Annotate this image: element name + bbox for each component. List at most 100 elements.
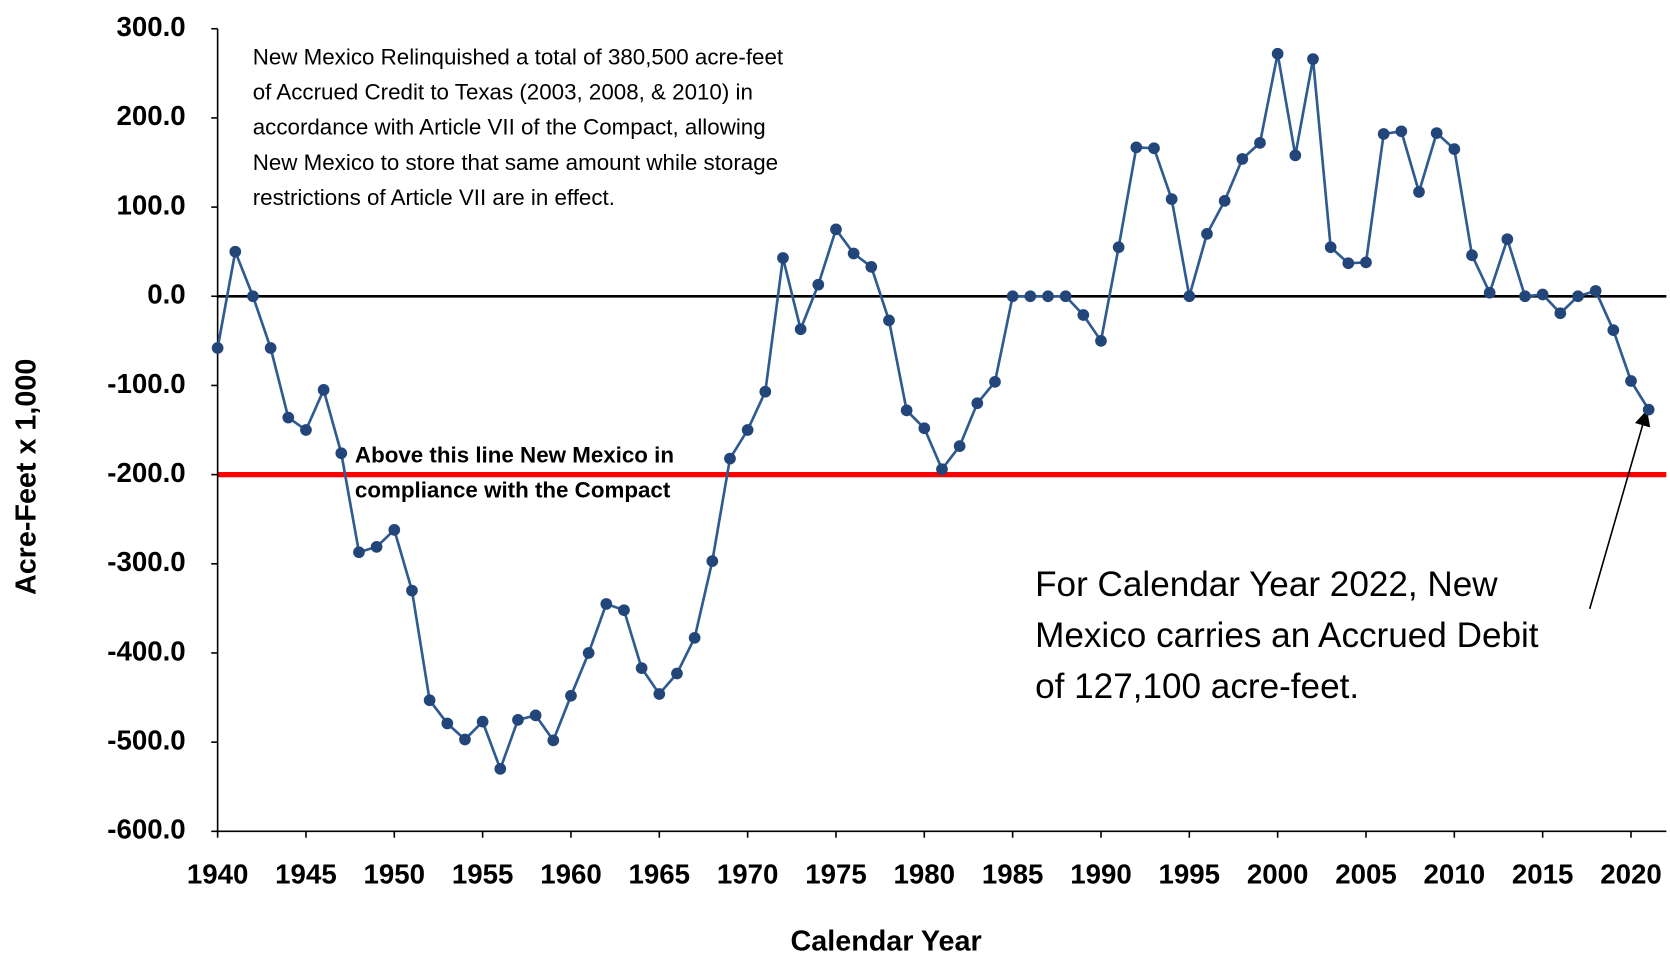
x-tick-label: 1985 — [982, 858, 1044, 889]
data-point — [812, 278, 825, 291]
data-point — [1448, 143, 1461, 155]
x-tick-label: 1950 — [364, 858, 426, 889]
x-tick-label: 2000 — [1247, 858, 1309, 889]
x-tick-label: 1955 — [452, 858, 514, 889]
data-point — [1501, 233, 1514, 246]
annotation: restrictions of Article VII are in effec… — [253, 185, 615, 210]
data-point — [741, 424, 754, 436]
data-point — [247, 290, 259, 303]
y-tick-label: -400.0 — [107, 635, 185, 666]
data-point — [1271, 47, 1284, 60]
data-point — [989, 376, 1001, 388]
data-point — [1360, 256, 1372, 269]
data-point — [883, 314, 895, 327]
x-tick-label: 1975 — [805, 858, 867, 889]
x-tick-label: 1960 — [540, 858, 602, 889]
data-point — [512, 714, 524, 726]
data-point — [706, 555, 719, 567]
data-point — [300, 424, 312, 436]
data-point — [1006, 290, 1019, 303]
data-point — [1218, 194, 1231, 207]
data-point — [1395, 125, 1408, 138]
data-point — [529, 709, 542, 722]
data-point — [1536, 288, 1549, 301]
data-point — [494, 763, 507, 775]
data-point — [282, 411, 295, 424]
data-point — [671, 667, 683, 680]
data-point — [635, 662, 648, 674]
data-point — [335, 447, 348, 460]
data-point — [1112, 241, 1125, 254]
x-tick-label: 2015 — [1512, 858, 1574, 889]
data-point — [1466, 249, 1478, 262]
data-point — [936, 463, 948, 476]
data-point — [953, 440, 966, 452]
data-point — [1059, 290, 1072, 303]
data-point — [565, 689, 577, 702]
annotation: New Mexico to store that same amount whi… — [253, 150, 778, 175]
annotation: New Mexico Relinquished a total of 380,5… — [253, 44, 784, 69]
data-point — [971, 397, 984, 410]
data-point — [724, 452, 736, 465]
data-point — [476, 715, 489, 728]
data-point — [547, 734, 560, 747]
data-point — [1413, 186, 1425, 198]
data-point — [830, 223, 842, 236]
data-point — [1324, 241, 1337, 254]
data-point — [688, 631, 701, 644]
y-axis-title: Acre-Feet x 1,000 — [11, 359, 43, 595]
data-point — [317, 384, 330, 396]
y-tick-label: -200.0 — [107, 457, 185, 488]
x-tick-label: 2010 — [1424, 858, 1486, 889]
y-tick-label: 300.0 — [116, 11, 185, 42]
data-point — [1095, 335, 1107, 347]
data-point — [1148, 142, 1160, 155]
x-axis-title: Calendar Year — [791, 926, 982, 958]
data-point — [1042, 290, 1054, 303]
x-tick-label: 1990 — [1070, 858, 1132, 889]
annotation: Mexico carries an Accrued Debit — [1035, 616, 1539, 655]
annotation: of Accrued Credit to Texas (2003, 2008, … — [253, 80, 753, 105]
y-tick-label: -300.0 — [107, 546, 185, 577]
data-point — [847, 247, 860, 260]
data-point — [211, 342, 224, 354]
data-point — [1554, 307, 1567, 320]
data-point — [229, 245, 242, 258]
data-point — [1483, 286, 1496, 299]
y-tick-label: 200.0 — [116, 100, 185, 131]
data-point — [600, 598, 613, 610]
data-point — [1201, 227, 1213, 240]
x-tick-label: 2020 — [1600, 858, 1662, 889]
y-tick-label: 0.0 — [147, 279, 185, 310]
data-point — [1077, 309, 1090, 321]
data-point — [406, 584, 418, 597]
data-point — [1430, 127, 1443, 139]
x-tick-label: 2005 — [1335, 858, 1397, 889]
data-point — [1607, 324, 1620, 337]
data-line — [216, 53, 1650, 773]
reference-label: Above this line New Mexico in — [355, 443, 674, 468]
data-point — [1024, 290, 1037, 303]
data-point — [1254, 137, 1266, 149]
data-point — [618, 604, 630, 617]
data-point — [370, 541, 383, 553]
data-point — [794, 323, 807, 336]
data-point — [777, 252, 789, 264]
data-point — [900, 404, 913, 417]
y-tick-label: 100.0 — [116, 189, 185, 220]
data-point — [1589, 285, 1602, 297]
x-tick-label: 1940 — [187, 858, 249, 889]
y-tick-label: -600.0 — [107, 814, 185, 845]
data-point — [423, 694, 436, 707]
data-point — [1625, 375, 1637, 387]
data-point — [759, 385, 772, 398]
data-point — [1183, 290, 1196, 303]
x-tick-label: 1965 — [629, 858, 691, 889]
data-point — [1236, 153, 1249, 165]
data-point — [264, 342, 277, 354]
data-point — [865, 260, 878, 273]
data-point — [1519, 290, 1531, 303]
data-point — [353, 546, 365, 559]
data-point — [653, 688, 666, 700]
